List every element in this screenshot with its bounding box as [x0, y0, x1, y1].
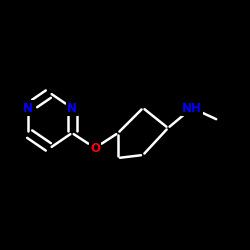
- Text: N: N: [23, 102, 33, 114]
- Text: N: N: [67, 102, 77, 114]
- Text: O: O: [90, 142, 100, 154]
- Text: NH: NH: [182, 102, 202, 114]
